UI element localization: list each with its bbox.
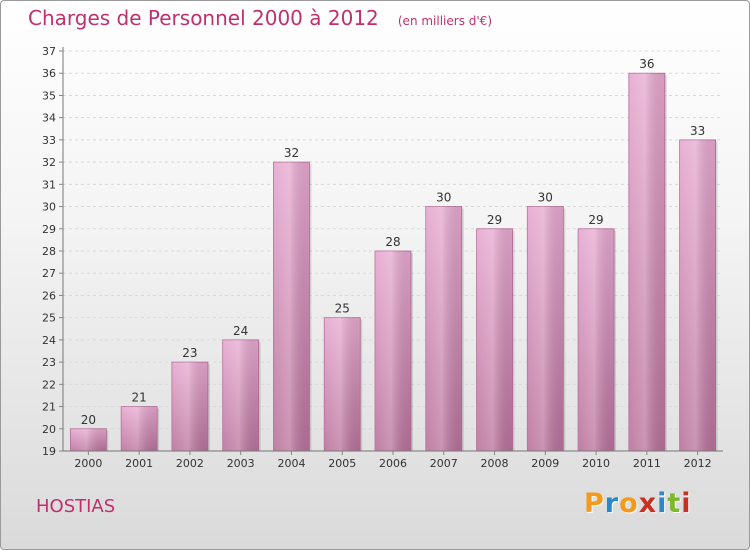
x-tick-label: 2011 xyxy=(633,457,661,470)
bar xyxy=(120,406,160,452)
bar xyxy=(476,228,515,452)
value-labels: 20 21 23 24 32 25 28 30 29 30 29 36 33 xyxy=(81,57,706,427)
logo-letter: r xyxy=(604,488,620,519)
y-tick-label: 23 xyxy=(42,356,56,369)
bar xyxy=(526,206,566,452)
bar-value-label: 20 xyxy=(81,413,96,427)
x-tick-label: 2007 xyxy=(430,457,458,470)
logo-letter: i xyxy=(657,488,668,519)
y-tick-label: 35 xyxy=(42,89,56,102)
x-axis-ticks: 2000 2001 2002 2003 2004 2005 2006 2007 2008 2009… xyxy=(74,451,712,470)
y-tick-label: 24 xyxy=(42,334,56,347)
logo-letter: P xyxy=(584,488,605,519)
bar-value-label: 29 xyxy=(487,213,502,227)
y-tick-label: 36 xyxy=(42,67,56,80)
logo-letter: o xyxy=(619,488,639,519)
bar xyxy=(69,428,109,452)
bar xyxy=(679,139,718,452)
commune-name: HOSTIAS xyxy=(36,496,116,517)
x-tick-label: 2000 xyxy=(74,457,102,470)
chart-title-main: Charges de Personnel 2000 à 2012 xyxy=(28,6,379,30)
y-tick-label: 26 xyxy=(42,289,56,302)
y-tick-label: 34 xyxy=(42,112,56,125)
bar-value-label: 24 xyxy=(233,324,248,338)
y-tick-label: 28 xyxy=(42,245,56,258)
x-tick-label: 2010 xyxy=(582,457,610,470)
bar-value-label: 23 xyxy=(182,346,197,360)
bar-value-label: 30 xyxy=(436,191,451,205)
x-tick-label: 2006 xyxy=(379,457,407,470)
logo-letter: t xyxy=(667,488,682,519)
y-tick-label: 30 xyxy=(42,201,56,214)
y-tick-label: 32 xyxy=(42,156,56,169)
y-tick-label: 31 xyxy=(42,178,56,191)
bar xyxy=(222,339,261,452)
bar-value-label: 28 xyxy=(385,235,400,249)
x-tick-label: 2001 xyxy=(125,457,153,470)
bar-value-label: 29 xyxy=(588,213,603,227)
bar-value-label: 32 xyxy=(284,146,299,160)
bar xyxy=(273,161,312,452)
x-tick-label: 2008 xyxy=(481,457,509,470)
bars xyxy=(69,72,718,452)
bar xyxy=(323,317,363,452)
logo-letter: i xyxy=(681,488,692,519)
y-tick-label: 19 xyxy=(42,445,56,458)
y-tick-label: 20 xyxy=(42,423,56,436)
y-tick-label: 37 xyxy=(42,45,56,58)
bar xyxy=(628,72,667,452)
chart-unit-note: (en milliers d'€) xyxy=(397,14,492,28)
x-tick-label: 2012 xyxy=(684,457,712,470)
proxiti-logo: Proxiti xyxy=(584,488,692,519)
bar xyxy=(374,250,413,452)
x-tick-label: 2002 xyxy=(176,457,204,470)
bar-value-label: 33 xyxy=(690,124,705,138)
y-tick-label: 25 xyxy=(42,312,56,325)
y-tick-label: 22 xyxy=(42,378,56,391)
x-tick-label: 2005 xyxy=(328,457,356,470)
bar xyxy=(425,206,464,452)
chart-title: Charges de Personnel 2000 à 2012 (en mil… xyxy=(28,6,492,30)
x-tick-label: 2009 xyxy=(531,457,559,470)
y-tick-label: 29 xyxy=(42,223,56,236)
y-tick-label: 33 xyxy=(42,134,56,147)
y-tick-label: 27 xyxy=(42,267,56,280)
bar-value-label: 21 xyxy=(132,391,147,405)
bar xyxy=(171,361,210,452)
x-tick-label: 2003 xyxy=(227,457,255,470)
y-tick-label: 21 xyxy=(42,401,56,414)
bar-value-label: 30 xyxy=(538,191,553,205)
bar-value-label: 25 xyxy=(335,302,350,316)
bar xyxy=(577,228,617,452)
x-tick-label: 2004 xyxy=(277,457,305,470)
y-axis-ticks: 19 20 21 22 23 24 25 26 27 28 29 30 31 32 33 34 35 36 37 xyxy=(42,45,63,458)
bar-value-label: 36 xyxy=(639,57,654,71)
logo-letter: x xyxy=(638,488,658,519)
